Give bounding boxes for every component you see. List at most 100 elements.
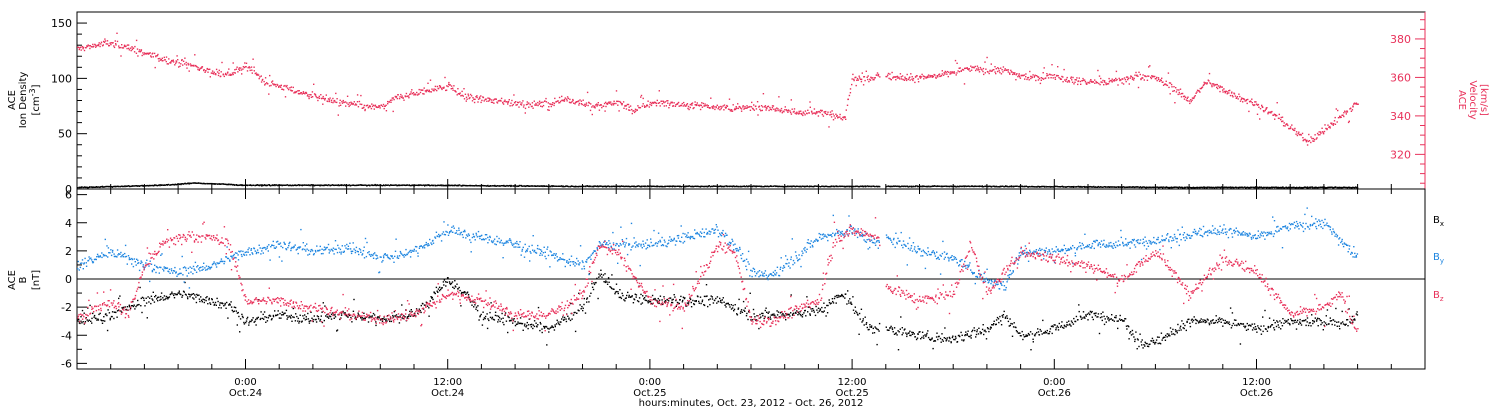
b-series-bx-point (98, 313, 100, 316)
density-series-point (1230, 187, 1232, 189)
velocity-series-point (1195, 92, 1197, 94)
velocity-series-point (1233, 93, 1236, 95)
density-series-point (1227, 186, 1229, 189)
velocity-series-point (1321, 127, 1323, 129)
velocity-series-point (249, 69, 251, 72)
density-series-point (335, 184, 338, 186)
velocity-series-point (974, 65, 976, 68)
b-series-bx-point (711, 296, 713, 298)
b-series-bx-point (555, 323, 558, 325)
density-series-point (1016, 185, 1018, 187)
velocity-series-point (867, 75, 869, 77)
density-series-point (244, 184, 246, 186)
b-series-bx-point (1151, 337, 1154, 340)
density-series-point (347, 184, 350, 186)
density-series-point (192, 182, 194, 184)
density-series-point (364, 184, 366, 186)
velocity-series-point (715, 106, 717, 108)
velocity-series-point (793, 108, 796, 110)
velocity-series-point (781, 112, 783, 114)
density-series-point (743, 185, 746, 188)
density-series-point (377, 184, 380, 187)
b-series-bx-point (822, 311, 824, 313)
b-series-bx-point (137, 304, 139, 306)
b-series-bx-point (434, 292, 436, 295)
density-series-point (195, 182, 197, 184)
top-right-tick-label: 360 (1390, 71, 1411, 84)
velocity-series-point (693, 107, 695, 109)
velocity-series-point (1012, 73, 1014, 76)
velocity-series-point (1329, 125, 1331, 128)
density-series-point (513, 185, 515, 187)
b-series-bx-point (727, 303, 729, 305)
density-series-point (1113, 186, 1116, 188)
b-series-bx-point (690, 301, 692, 304)
velocity-series-point (280, 86, 282, 88)
velocity-series-point (1356, 103, 1358, 105)
velocity-series-point (789, 111, 792, 114)
velocity-series-point (382, 105, 384, 107)
velocity-series-point (747, 106, 749, 108)
velocity-series-point (184, 63, 186, 65)
top-right-axis-label-line2: Velocity (1467, 80, 1478, 119)
density-series-point (1180, 186, 1182, 189)
velocity-series-point (1075, 79, 1077, 81)
b-series-bx-point (1147, 345, 1150, 348)
density-series-point (1336, 186, 1338, 189)
b-series-bx-point (164, 298, 166, 301)
b-series-bx-point (981, 328, 984, 331)
b-series-bx-point (492, 318, 495, 321)
velocity-series-point (535, 104, 538, 106)
velocity-series-point (952, 72, 954, 74)
density-series-point (1325, 187, 1327, 189)
velocity-series-point (1165, 84, 1167, 86)
b-series-bx-point (544, 326, 546, 328)
velocity-series-point (364, 108, 366, 111)
velocity-series-point (959, 67, 961, 69)
b-series-bx-point (494, 311, 497, 313)
velocity-series-point (716, 104, 718, 106)
density-series-point (962, 185, 964, 187)
b-series-bx-point (1066, 324, 1068, 326)
velocity-series-point (1051, 64, 1053, 66)
density-series-point (670, 185, 672, 187)
velocity-series-point (706, 106, 709, 108)
density-series-point (814, 185, 816, 187)
b-series-bx-point (419, 309, 421, 312)
density-series-point (255, 184, 257, 186)
b-series-bx-point (250, 320, 252, 323)
velocity-series-point (628, 109, 630, 111)
b-series-bx-point (1028, 334, 1031, 336)
velocity-series-point (646, 105, 649, 107)
b-series-bx-point (425, 301, 428, 303)
velocity-series-point (549, 103, 551, 105)
velocity-series-point (794, 112, 796, 114)
velocity-series-point (476, 96, 478, 99)
velocity-series-point (734, 107, 736, 110)
velocity-series-point (330, 99, 333, 101)
b-series-bx-point (1114, 316, 1116, 319)
density-series-point (508, 185, 510, 187)
b-series-bx-point (559, 323, 561, 326)
velocity-series-point (1007, 69, 1010, 71)
velocity-series-point (606, 103, 609, 105)
velocity-series-point (914, 76, 917, 78)
b-series-bx-point (949, 337, 951, 340)
b-series-bx-point (767, 316, 769, 319)
density-series-point (949, 185, 951, 188)
b-series-bx-point (681, 301, 684, 303)
velocity-series-point (344, 101, 347, 103)
velocity-series-point (473, 98, 475, 100)
velocity-series-point (569, 98, 571, 101)
velocity-series-point (436, 89, 438, 92)
density-series-point (936, 185, 939, 187)
velocity-series-point (723, 109, 725, 111)
density-series-point (265, 184, 268, 187)
density-series-point (596, 185, 599, 187)
velocity-series-point (358, 100, 361, 103)
velocity-series-point (990, 63, 992, 65)
bottom-left-tick-label: -4 (61, 329, 72, 342)
b-series-bx-point (532, 327, 534, 330)
b-series-bx-point (579, 304, 581, 306)
velocity-series-point (953, 71, 955, 73)
